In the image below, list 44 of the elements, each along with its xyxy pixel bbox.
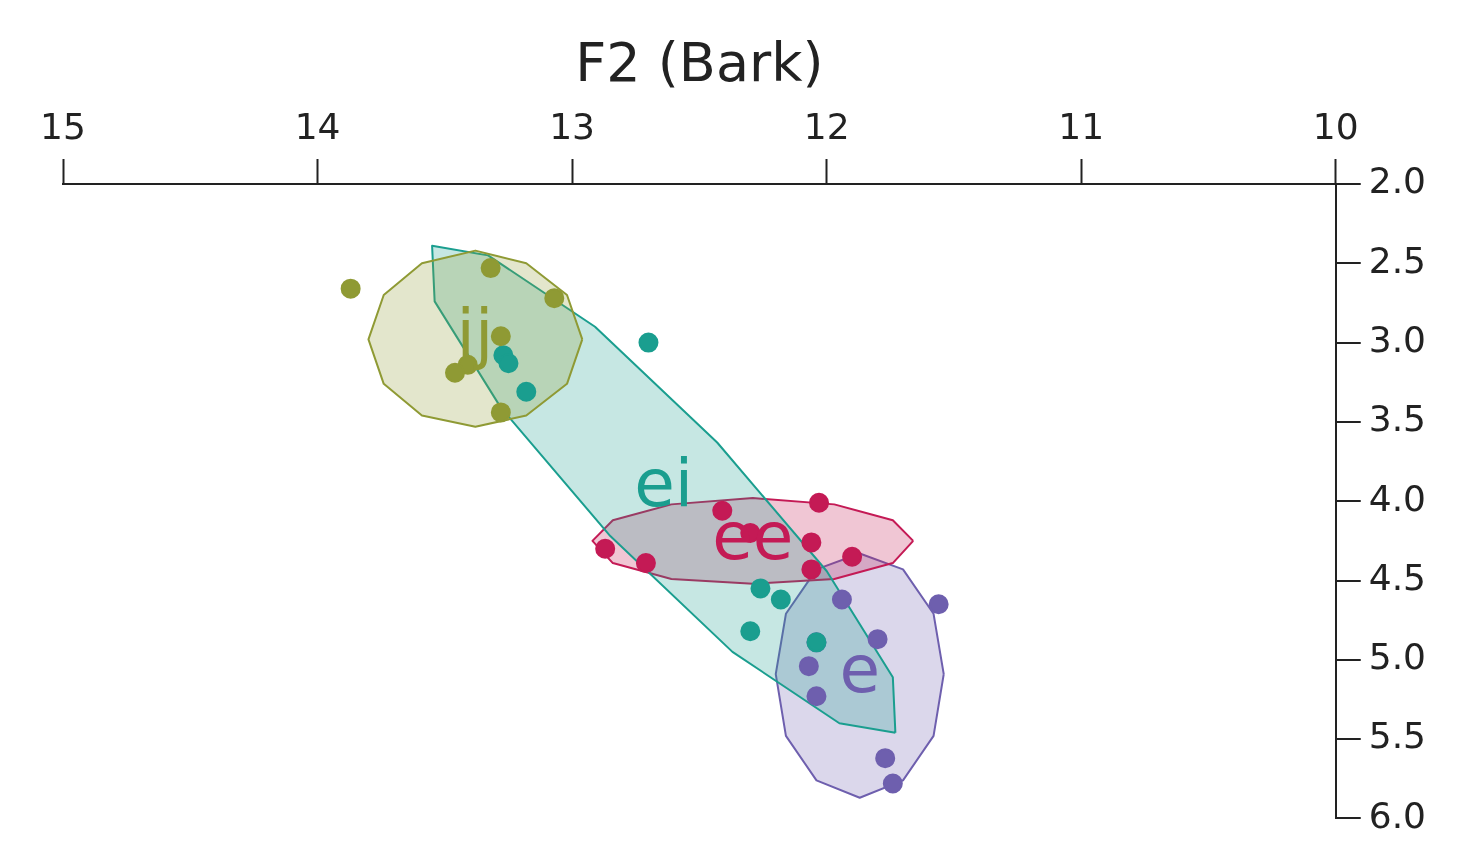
x-tick-label: 15 (40, 105, 86, 147)
point (842, 546, 863, 567)
x-tick-label: 11 (1058, 105, 1105, 147)
point (867, 629, 888, 650)
y-tick-label: 4.5 (1368, 556, 1427, 598)
point (740, 621, 761, 642)
point (490, 326, 511, 347)
point (750, 578, 771, 599)
point (809, 492, 830, 513)
y-tick-label: 5.5 (1368, 715, 1427, 757)
point (875, 748, 896, 769)
x-tick-label: 14 (294, 105, 341, 147)
series-label: e (839, 631, 881, 709)
y-tick-label: 4.0 (1368, 477, 1427, 519)
y-tick-label: 6.0 (1368, 794, 1427, 836)
point (516, 381, 537, 402)
x-tick-label: 12 (803, 105, 850, 147)
point (806, 686, 827, 707)
y-tick-label: 2.5 (1368, 239, 1427, 281)
y-tick-label: 2.0 (1368, 160, 1427, 202)
point (801, 532, 822, 553)
x-tick-label: 10 (1312, 105, 1359, 147)
point (928, 594, 949, 615)
point (882, 773, 903, 794)
point (544, 288, 565, 309)
point (490, 402, 511, 423)
y-tick-label: 3.5 (1368, 398, 1427, 440)
y-tick-label: 5.0 (1368, 636, 1427, 678)
series-label: ij (456, 295, 494, 373)
point (635, 553, 656, 574)
point (801, 559, 822, 580)
series-label: ei (634, 445, 694, 523)
point (712, 500, 733, 521)
point (770, 589, 791, 610)
point (480, 258, 501, 279)
point (498, 353, 519, 374)
point (798, 656, 819, 677)
x-tick-label: 13 (549, 105, 596, 147)
x-axis-title: F2 (Bark) (575, 31, 824, 95)
point (638, 332, 659, 353)
y-tick-label: 3.0 (1368, 318, 1427, 360)
point (595, 538, 616, 559)
point (831, 589, 852, 610)
point (340, 278, 361, 299)
